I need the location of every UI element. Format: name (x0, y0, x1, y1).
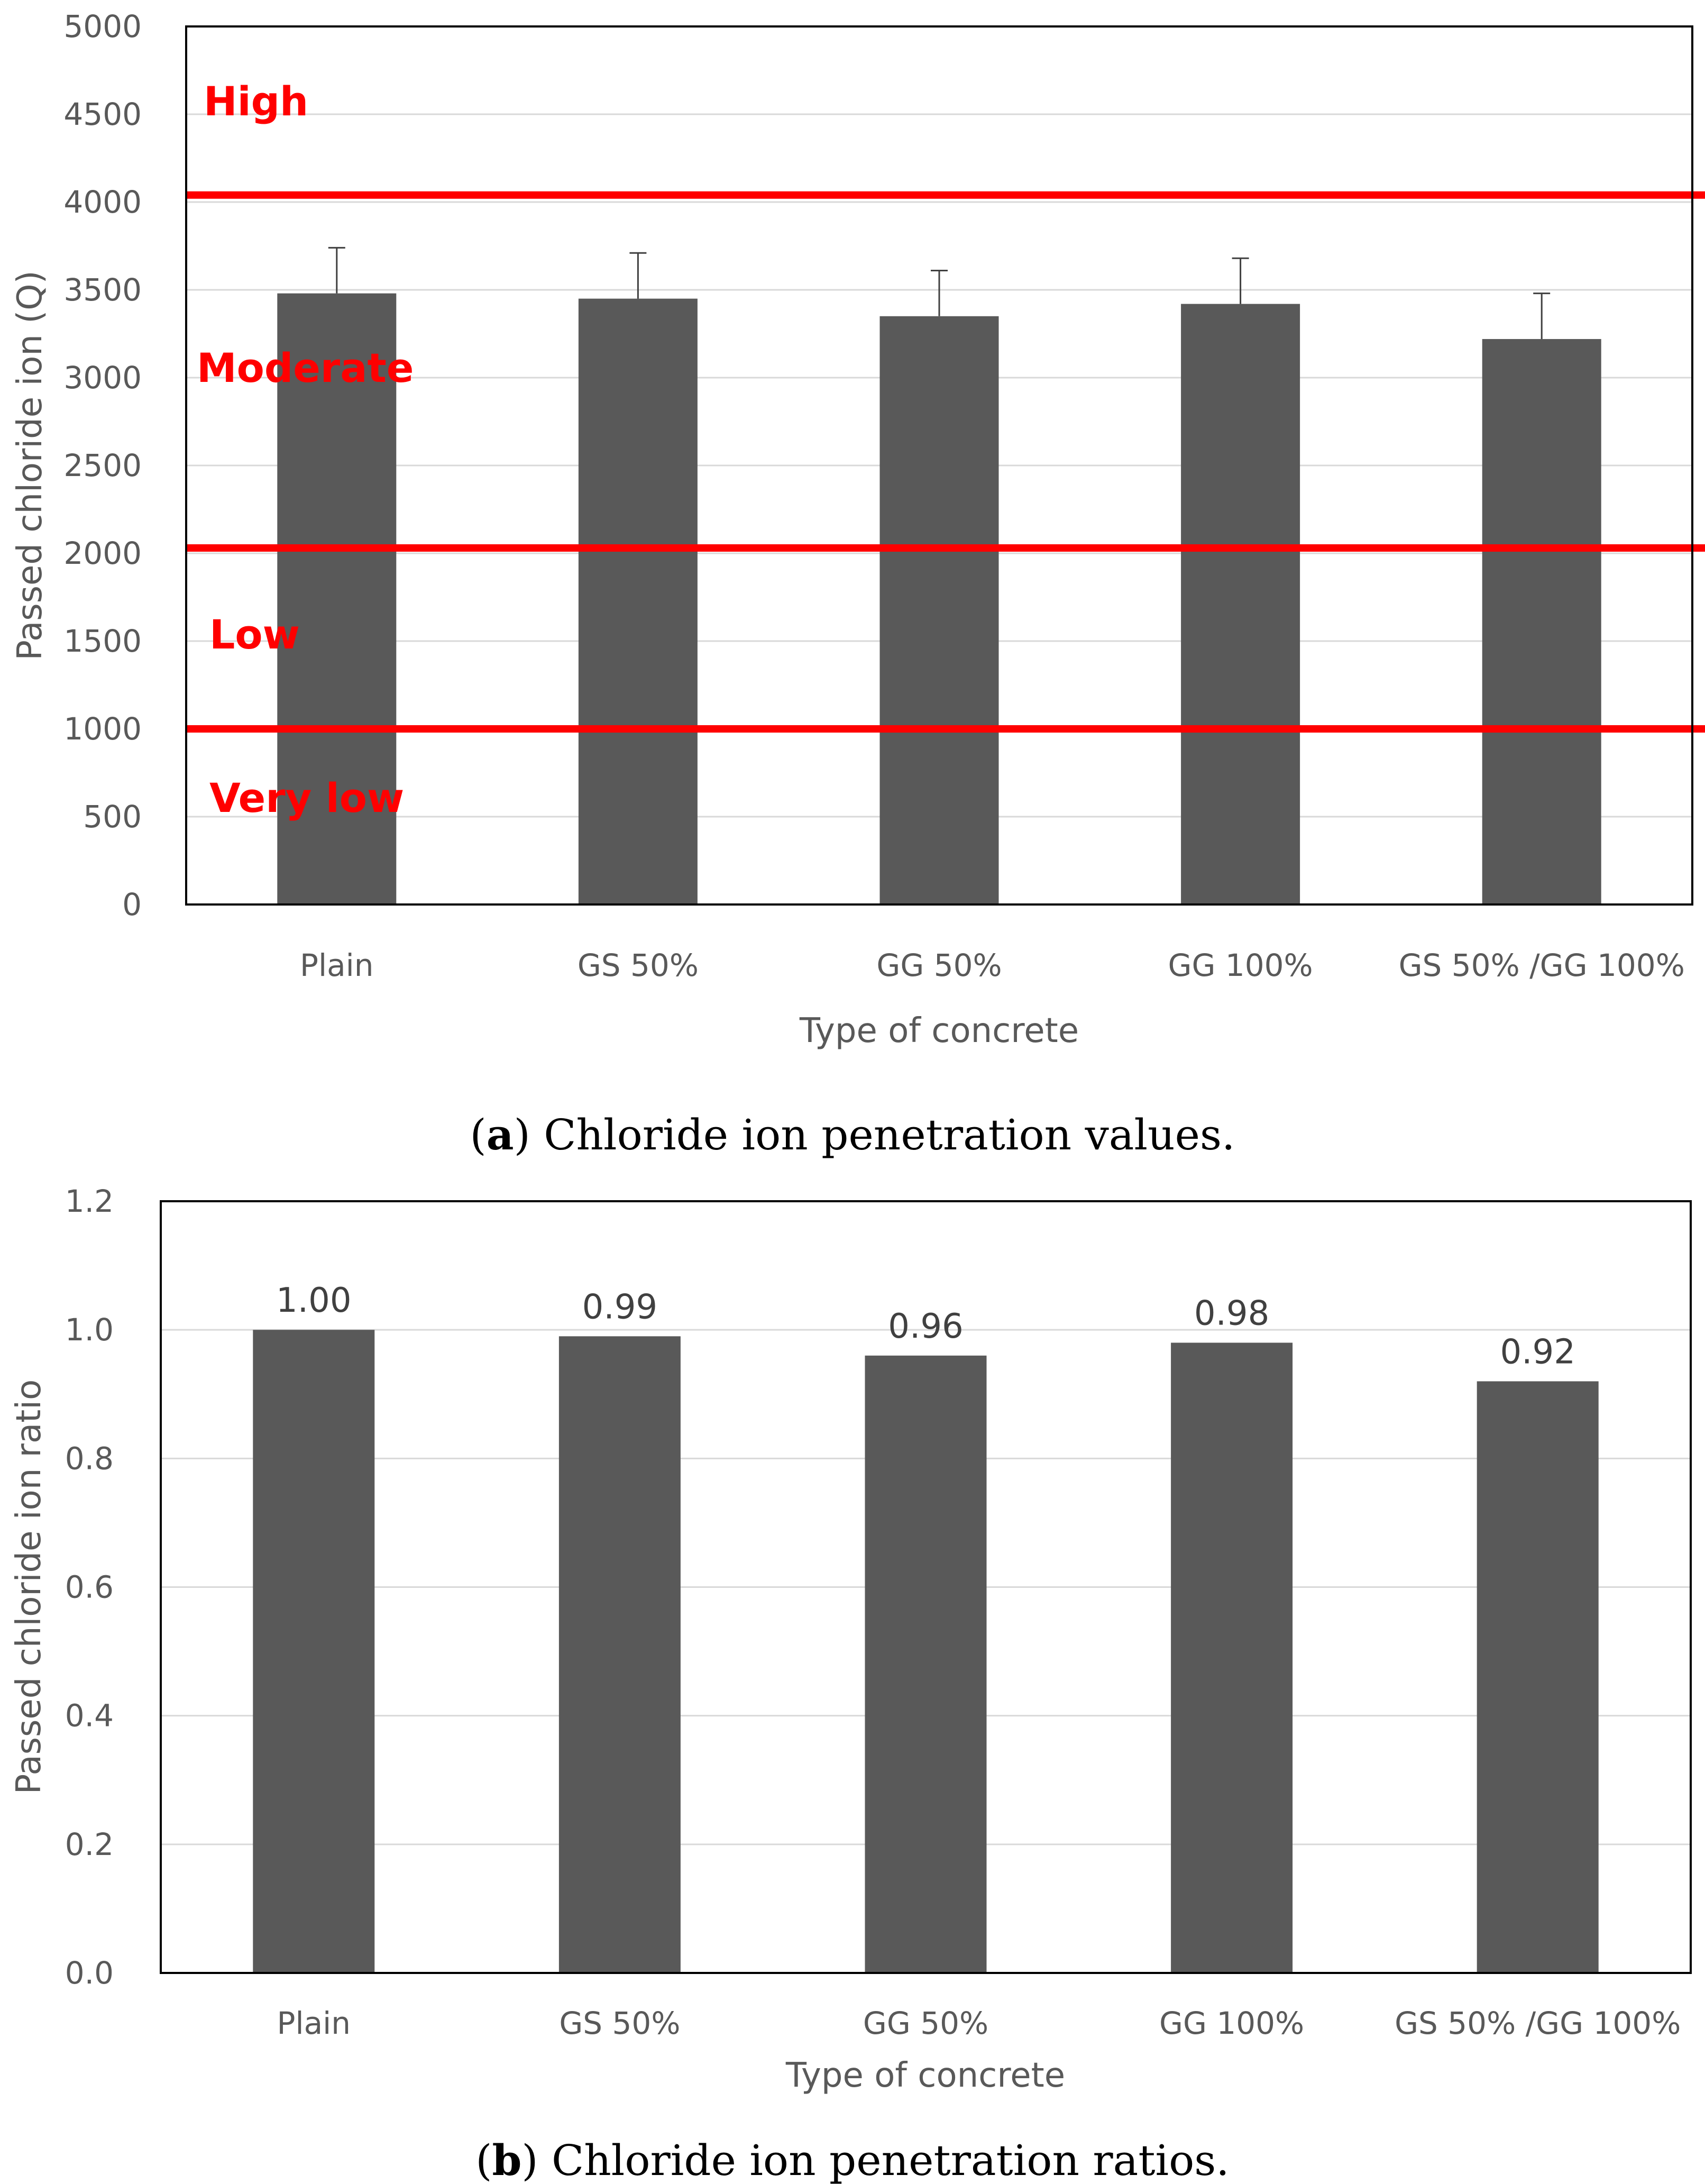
x-tick-label: GS 50% /GG 100% (1395, 2005, 1681, 2041)
y-tick-label: 1.0 (65, 1312, 114, 1348)
zone-label-very-low: Very low (209, 774, 404, 821)
data-label: 0.99 (582, 1287, 658, 1327)
x-tick-label: GG 50% (863, 2005, 988, 2041)
chart-b-bars (253, 1330, 1599, 1973)
chart-a-caption: (a) Chloride ion penetration values. (470, 1110, 1235, 1159)
y-tick-label: 3500 (63, 272, 142, 308)
chart-a-bars (277, 293, 1601, 905)
bar-gg-50 (879, 316, 999, 904)
x-tick-label: GG 50% (876, 947, 1002, 983)
y-tick-label: 0.4 (65, 1698, 114, 1734)
bar-plain (277, 293, 397, 904)
y-tick-label: 1000 (63, 711, 142, 747)
bar-gs-50-gg-100 (1477, 1381, 1599, 1973)
y-tick-label: 5000 (63, 8, 142, 44)
bar-gg-100 (1181, 304, 1300, 904)
chart-a-y-axis-title: Passed chloride ion (Q) (11, 270, 50, 660)
x-tick-label: GS 50% /GG 100% (1399, 947, 1685, 983)
chart-a-x-tick-labels: Plain GS 50% GG 50% GG 100% GS 50% /GG 100% (300, 947, 1685, 983)
data-label: 0.98 (1194, 1294, 1270, 1333)
chart-a-caption-text: Chloride ion penetration values. (544, 1110, 1235, 1159)
y-tick-label: 0 (122, 887, 142, 922)
chart-b-caption: (b) Chloride ion penetration ratios. (475, 2135, 1229, 2184)
chart-a-caption-letter: a (487, 1110, 514, 1159)
x-tick-label: GG 100% (1168, 947, 1313, 983)
data-label: 1.00 (276, 1281, 352, 1320)
chart-b-plot-frame (160, 1200, 1692, 1974)
x-tick-label: GS 50% (559, 2005, 680, 2041)
y-tick-label: 0.6 (65, 1569, 114, 1605)
zone-label-low: Low (209, 611, 300, 658)
chart-a: 0 500 1000 1500 2000 2500 3000 3500 4000 4500 5000… (11, 8, 1705, 1159)
y-tick-label: 4500 (63, 96, 142, 132)
y-tick-label: 4000 (63, 184, 142, 220)
chart-b-caption-letter: b (492, 2135, 521, 2184)
bar-gg-100 (1171, 1342, 1293, 1973)
x-tick-label: Plain (277, 2005, 351, 2041)
x-tick-label: GS 50% (578, 947, 699, 983)
chart-b: 0.0 0.2 0.4 0.6 0.8 1.0 1.2 1.00 0.99 0.96 0.98 0.… (10, 1183, 1692, 2184)
bar-gs-50 (558, 1336, 681, 1973)
bar-plain (253, 1330, 375, 1973)
y-tick-label: 2500 (63, 447, 142, 483)
chart-a-plot-frame (185, 25, 1693, 906)
y-tick-label: 0.8 (65, 1440, 114, 1476)
chart-b-caption-text: Chloride ion penetration ratios. (552, 2136, 1230, 2184)
chart-a-error-bars (328, 246, 1551, 339)
chart-b-data-labels: 1.00 0.99 0.96 0.98 0.92 (276, 1281, 1575, 1372)
x-tick-label: Plain (300, 947, 374, 983)
y-tick-label: 0.2 (65, 1826, 114, 1862)
chart-b-y-tick-labels: 0.0 0.2 0.4 0.6 0.8 1.0 1.2 (65, 1183, 114, 1991)
data-label: 0.92 (1500, 1332, 1575, 1372)
y-tick-label: 3000 (63, 360, 142, 396)
zone-label-high: High (204, 78, 308, 125)
y-tick-label: 500 (83, 799, 142, 835)
chart-b-x-tick-labels: Plain GS 50% GG 50% GG 100% GS 50% /GG 100% (277, 2005, 1681, 2041)
chart-a-y-tick-labels: 0 500 1000 1500 2000 2500 3000 3500 4000 4500 5000 (63, 8, 142, 922)
bar-gs-50-gg-100 (1482, 339, 1601, 905)
y-tick-label: 2000 (63, 535, 142, 571)
chart-b-y-axis-title: Passed chloride ion ratio (10, 1379, 49, 1795)
chart-a-threshold-lines (186, 191, 1705, 733)
chart-b-x-axis-title: Type of concrete (785, 2056, 1065, 2095)
data-label: 0.96 (888, 1307, 964, 1346)
y-tick-label: 1500 (63, 623, 142, 659)
bar-gg-50 (865, 1355, 987, 1973)
x-tick-label: GG 100% (1159, 2005, 1304, 2041)
zone-label-moderate: Moderate (197, 344, 414, 391)
y-tick-label: 1.2 (65, 1183, 114, 1219)
y-tick-label: 0.0 (65, 1955, 114, 1991)
chart-a-x-axis-title: Type of concrete (799, 1011, 1079, 1050)
bar-gs-50 (578, 298, 698, 904)
